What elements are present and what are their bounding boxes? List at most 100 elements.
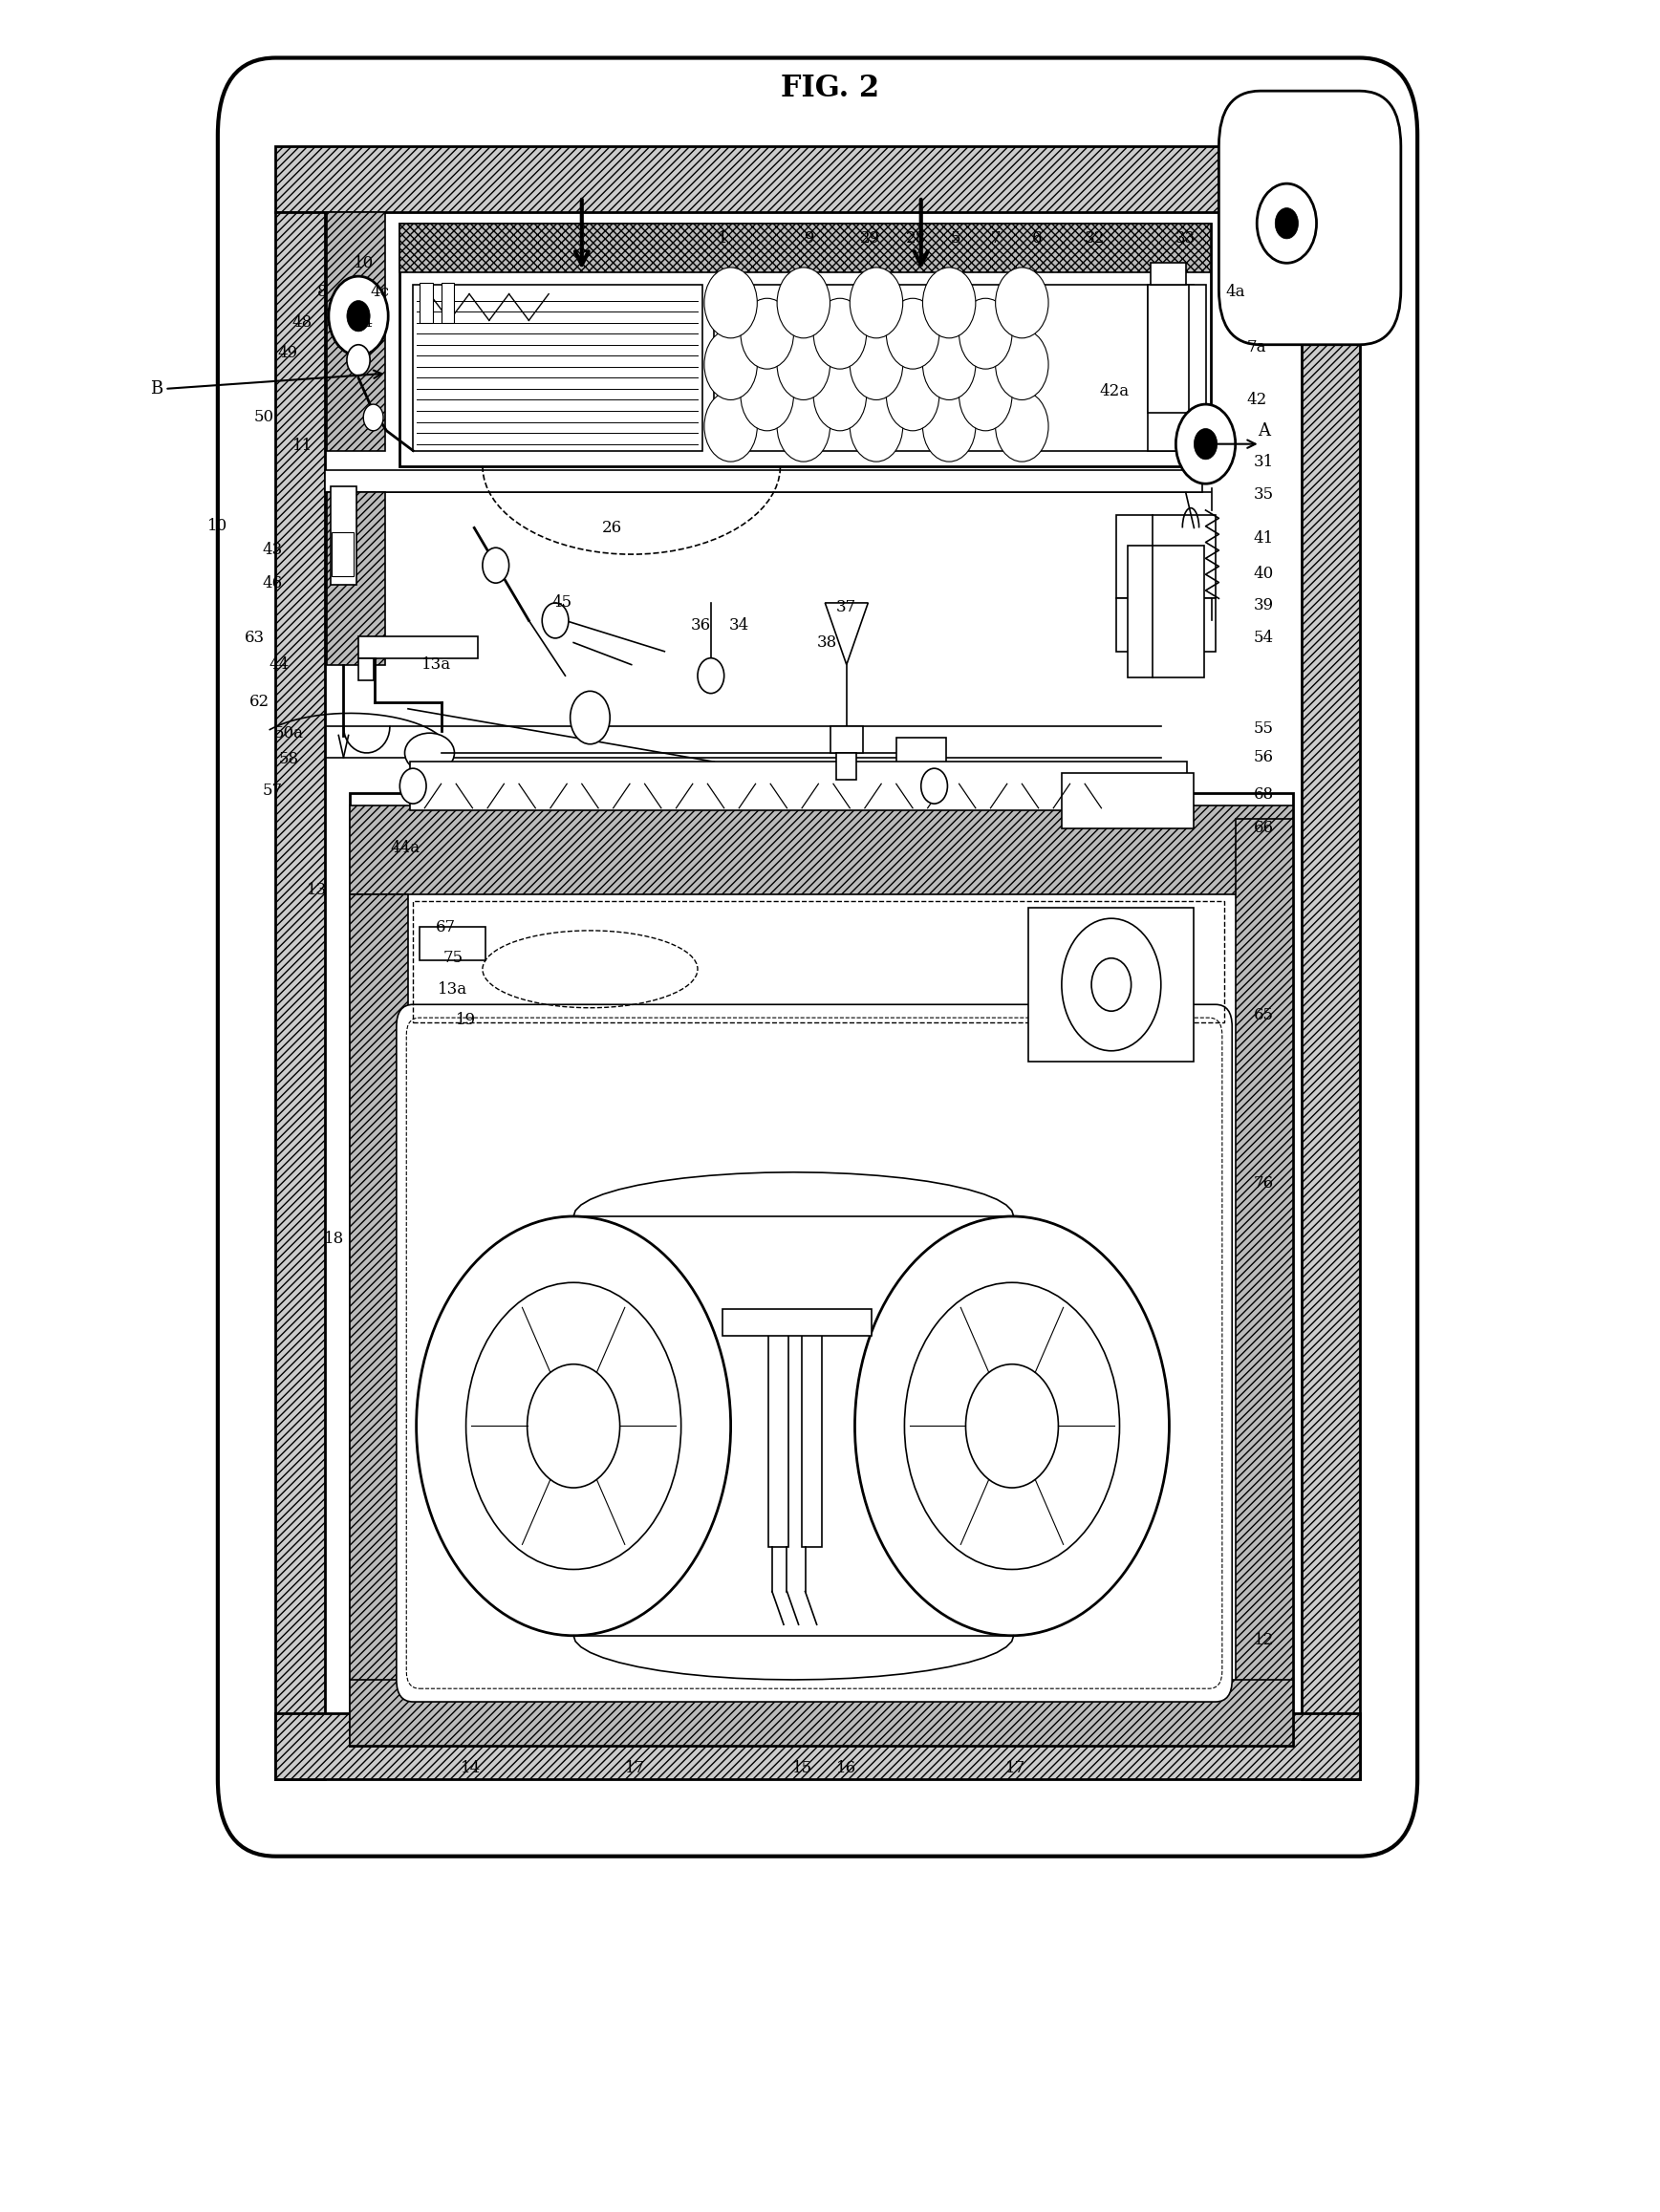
Bar [400, 223, 1210, 272]
Circle shape [886, 361, 940, 431]
Circle shape [466, 1283, 681, 1568]
Text: 64: 64 [354, 314, 374, 332]
Text: 44a: 44a [390, 841, 420, 856]
Text: 43: 43 [262, 542, 282, 557]
Bar [350, 894, 408, 1745]
FancyBboxPatch shape [217, 58, 1418, 1856]
Text: 42a: 42a [1099, 383, 1129, 398]
Text: 48: 48 [292, 314, 312, 332]
Circle shape [996, 268, 1049, 338]
Text: 16: 16 [837, 1761, 857, 1776]
Bar [420, 283, 433, 323]
Text: 65: 65 [1253, 1006, 1273, 1024]
Bar [350, 1679, 1293, 1745]
Text: 7a: 7a [1247, 338, 1267, 354]
Text: 68: 68 [1253, 787, 1273, 803]
Text: 4c: 4c [370, 283, 390, 301]
Text: 9: 9 [805, 230, 815, 248]
Text: 15: 15 [792, 1761, 812, 1776]
Circle shape [1257, 184, 1316, 263]
Circle shape [905, 1283, 1119, 1568]
Text: 18: 18 [324, 1230, 344, 1248]
Bar [769, 1316, 822, 1332]
Text: 31: 31 [1253, 453, 1273, 469]
Circle shape [1062, 918, 1160, 1051]
Text: 37: 37 [837, 599, 857, 615]
Text: 62: 62 [249, 695, 269, 710]
Text: A: A [1257, 422, 1270, 440]
Circle shape [1175, 405, 1235, 484]
Text: 6: 6 [1033, 230, 1042, 248]
Circle shape [1091, 958, 1130, 1011]
Circle shape [886, 299, 940, 369]
Circle shape [923, 392, 976, 462]
Bar [1116, 599, 1215, 650]
Bar [1029, 907, 1194, 1062]
Circle shape [959, 361, 1013, 431]
Text: 17: 17 [624, 1761, 644, 1776]
Text: 66: 66 [1253, 821, 1273, 836]
Circle shape [347, 301, 370, 332]
Text: 50a: 50a [274, 726, 304, 741]
Text: 34: 34 [729, 617, 749, 633]
FancyBboxPatch shape [1218, 91, 1401, 345]
Circle shape [996, 392, 1049, 462]
Text: B: B [149, 380, 163, 398]
Text: 19: 19 [457, 1011, 476, 1029]
Bar [332, 533, 354, 577]
Circle shape [850, 392, 903, 462]
Bar [276, 146, 1360, 212]
Text: 13: 13 [307, 883, 327, 898]
Text: 29: 29 [860, 230, 880, 248]
Circle shape [740, 299, 793, 369]
Circle shape [483, 549, 510, 584]
Circle shape [571, 690, 609, 743]
Text: 56: 56 [1253, 750, 1273, 765]
Text: 17: 17 [1006, 1761, 1026, 1776]
Bar [714, 285, 1194, 451]
Circle shape [347, 345, 370, 376]
Circle shape [996, 330, 1049, 400]
Bar [1116, 515, 1215, 599]
Text: 28: 28 [906, 230, 926, 248]
Circle shape [364, 405, 383, 431]
Text: 57: 57 [262, 783, 282, 799]
Bar [1235, 818, 1293, 1745]
Text: 75: 75 [443, 949, 463, 967]
Text: 26: 26 [601, 520, 622, 535]
Circle shape [966, 1365, 1059, 1489]
Text: 14: 14 [461, 1761, 481, 1776]
Circle shape [543, 604, 569, 639]
Polygon shape [825, 604, 868, 664]
Text: FIG. 2: FIG. 2 [780, 73, 880, 104]
Bar [350, 805, 1293, 894]
Bar [830, 726, 863, 752]
Bar [1150, 263, 1185, 285]
Text: 42: 42 [1247, 392, 1267, 407]
Circle shape [923, 330, 976, 400]
Circle shape [697, 657, 724, 692]
Text: 10: 10 [354, 254, 374, 272]
Text: 12: 12 [1253, 1632, 1273, 1648]
Bar [442, 283, 455, 323]
Text: 49: 49 [277, 345, 297, 361]
Text: 54: 54 [1253, 630, 1273, 646]
Text: 35: 35 [1253, 487, 1273, 502]
Circle shape [959, 299, 1013, 369]
Circle shape [329, 276, 388, 356]
Text: 13a: 13a [438, 980, 468, 998]
Circle shape [1194, 429, 1217, 460]
Bar [1147, 285, 1189, 414]
Text: 41: 41 [1253, 531, 1273, 546]
Circle shape [777, 268, 830, 338]
Text: 13a: 13a [422, 657, 452, 672]
Bar [350, 792, 1293, 1745]
Text: 40: 40 [1253, 566, 1273, 582]
Bar [769, 1316, 788, 1548]
Text: 36: 36 [691, 617, 710, 633]
Text: 67: 67 [437, 920, 457, 936]
Text: 50: 50 [254, 409, 274, 425]
Bar [413, 900, 1223, 1022]
Ellipse shape [405, 732, 455, 772]
Bar [276, 1712, 1360, 1778]
